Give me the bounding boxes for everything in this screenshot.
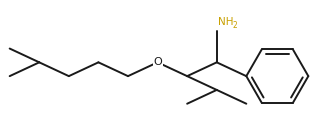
Text: 2: 2 xyxy=(232,21,237,30)
Text: NH: NH xyxy=(218,17,233,27)
Text: O: O xyxy=(153,57,162,67)
